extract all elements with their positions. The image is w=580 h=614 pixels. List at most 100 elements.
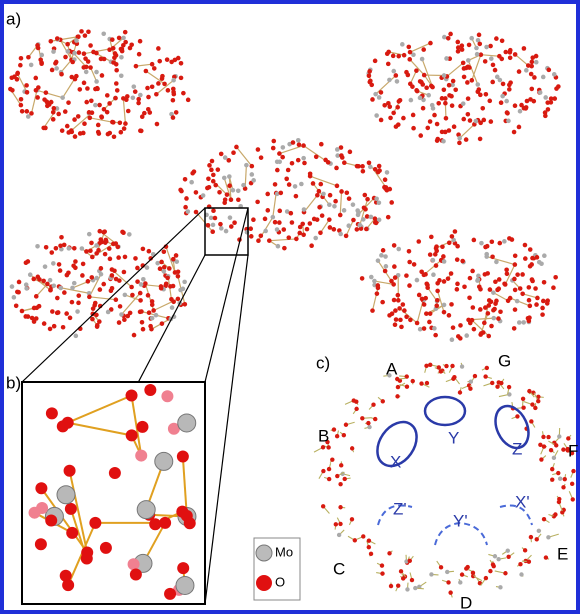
- atom: [497, 277, 502, 282]
- atom: [418, 96, 423, 101]
- atom: [520, 291, 525, 296]
- atom: [495, 385, 499, 389]
- atom: [110, 37, 115, 42]
- atom: [162, 269, 167, 274]
- atom: [128, 46, 133, 51]
- atom: [432, 113, 437, 118]
- panel-label: b): [6, 373, 21, 392]
- atom: [469, 36, 474, 41]
- atom: [299, 182, 304, 187]
- atom: [273, 182, 278, 187]
- atom: [505, 110, 510, 115]
- atom: [489, 56, 494, 61]
- atom: [436, 101, 441, 106]
- atom: [402, 53, 407, 58]
- atom: [58, 243, 63, 248]
- atom: [111, 120, 116, 125]
- atom: [84, 70, 89, 75]
- atom: [183, 302, 188, 307]
- atom: [135, 266, 140, 271]
- atom: [512, 130, 517, 135]
- atom: [29, 507, 41, 519]
- atom: [263, 229, 268, 234]
- atom: [540, 312, 545, 317]
- atom: [183, 205, 188, 210]
- site-label: X: [390, 452, 401, 471]
- atom: [287, 182, 292, 187]
- atom: [467, 43, 472, 48]
- atom: [486, 303, 491, 308]
- atom: [422, 326, 427, 331]
- atom: [327, 217, 332, 222]
- atom: [450, 234, 455, 239]
- atom: [318, 182, 323, 187]
- atom: [308, 221, 313, 226]
- atom: [277, 159, 282, 164]
- atom: [506, 119, 511, 124]
- atom: [485, 366, 489, 370]
- atom: [374, 196, 379, 201]
- atom: [81, 262, 86, 267]
- atom: [482, 321, 487, 326]
- atom: [446, 36, 451, 41]
- atom: [78, 131, 83, 136]
- atom: [415, 278, 420, 283]
- atom: [356, 164, 361, 169]
- atom: [513, 288, 518, 293]
- atom: [425, 126, 430, 131]
- atom: [326, 445, 330, 449]
- atom: [422, 73, 427, 78]
- atom: [468, 118, 473, 123]
- atom: [226, 158, 231, 163]
- atom: [115, 88, 120, 93]
- atom: [561, 447, 565, 451]
- atom: [122, 270, 127, 275]
- atom: [387, 551, 391, 555]
- atom: [373, 59, 378, 64]
- atom: [392, 264, 397, 269]
- atom: [385, 170, 390, 175]
- atom: [450, 364, 454, 368]
- atom: [183, 177, 188, 182]
- panel-label: a): [6, 9, 21, 28]
- atom: [52, 106, 57, 111]
- atom: [147, 249, 152, 254]
- atom: [530, 402, 534, 406]
- atom: [114, 81, 119, 86]
- inset: [22, 382, 205, 604]
- ring-label: B: [318, 426, 329, 445]
- atom: [165, 57, 170, 62]
- atom: [475, 52, 480, 57]
- atom: [563, 477, 567, 481]
- atom: [419, 381, 423, 385]
- atom: [542, 444, 546, 448]
- atom: [88, 65, 93, 70]
- atom: [138, 93, 143, 98]
- atom: [391, 111, 396, 116]
- atom: [107, 101, 112, 106]
- atom: [35, 306, 40, 311]
- atom: [18, 63, 23, 68]
- atom: [396, 54, 401, 59]
- atom: [429, 235, 434, 240]
- atom: [86, 59, 91, 64]
- atom: [387, 104, 392, 109]
- atom: [189, 180, 194, 185]
- atom: [94, 251, 99, 256]
- atom: [500, 38, 505, 43]
- atom: [346, 223, 351, 228]
- atom: [462, 75, 467, 80]
- atom: [160, 74, 165, 79]
- atom: [396, 583, 400, 587]
- atom: [97, 319, 102, 324]
- atom: [453, 87, 458, 92]
- atom: [62, 290, 67, 295]
- atom: [141, 327, 146, 332]
- atom: [74, 334, 79, 339]
- atom: [394, 317, 399, 322]
- atom: [91, 50, 96, 55]
- atom: [342, 160, 347, 165]
- atom: [145, 86, 150, 91]
- atom: [131, 84, 136, 89]
- atom: [380, 563, 384, 567]
